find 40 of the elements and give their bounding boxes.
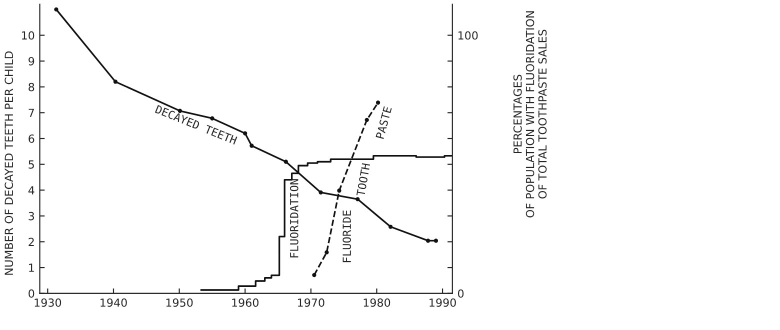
point (318, 190, 323, 195)
x-tick-label: 1970 (298, 298, 324, 307)
point (364, 118, 369, 122)
point (284, 160, 288, 164)
y-tick-label: 5 (28, 160, 34, 169)
text: FLUORIDATION (290, 179, 298, 258)
y-tick-label: 3 (28, 212, 34, 220)
y-tick-label: 6 (28, 134, 34, 143)
y2-tick-label: 0 (458, 289, 464, 298)
point (250, 144, 254, 148)
text: FLUORIDE TOOTH PASTE (342, 106, 392, 262)
x-tick-label: 1940 (100, 298, 127, 307)
y-tick-label: 4 (28, 186, 34, 194)
y-axis-title: NUMBER OF DECAYED TEETH PER CHILD (4, 51, 14, 275)
x-tick-label: 1990 (430, 298, 456, 307)
y-tick-label: 8 (28, 82, 34, 92)
x-tick-label: 1960 (232, 298, 259, 307)
point (356, 197, 360, 202)
y-tick-label: 10 (22, 31, 34, 40)
point (426, 238, 430, 243)
point (388, 224, 393, 229)
y2-axis-title: PERCENTAGES OF POPULATION WITH FLUORIDATION OF TOTAL TOOTHPASTE SALES (513, 11, 547, 218)
point (376, 100, 380, 105)
point (243, 131, 248, 136)
y-tick-label: 0 (28, 289, 34, 298)
point (324, 250, 329, 254)
point (337, 188, 342, 193)
x-tick-label: 1950 (166, 298, 193, 307)
x-tick-label: 1930 (34, 298, 62, 307)
point (312, 272, 316, 278)
y-tick-label: 2 (28, 238, 34, 246)
y-tick-label: 7 (28, 108, 34, 117)
point (54, 7, 58, 12)
y-tick-label: 9 (28, 57, 34, 66)
point (434, 238, 438, 243)
point (113, 80, 118, 84)
y-tick-label: 1 (29, 264, 34, 272)
point (210, 116, 214, 120)
x-tick-label: 1980 (364, 298, 390, 307)
y2-tick-label: 100 (458, 31, 478, 40)
